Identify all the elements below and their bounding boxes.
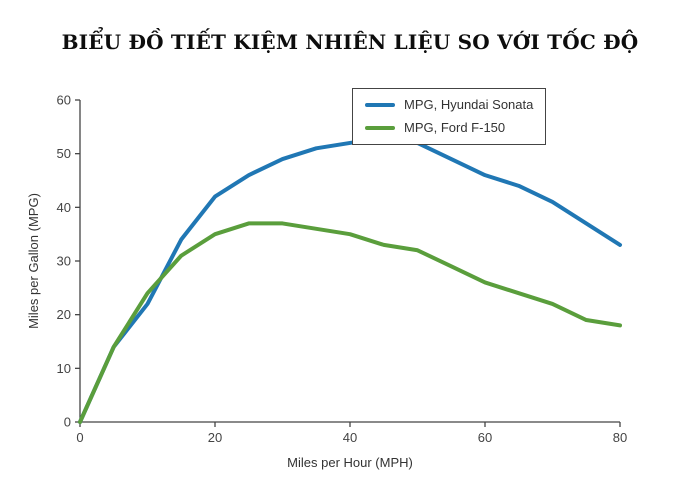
x-tick-label: 60 [478, 430, 492, 445]
y-tick-label: 50 [57, 146, 71, 161]
legend-swatch [365, 125, 395, 130]
legend-label: MPG, Hyundai Sonata [404, 97, 534, 112]
legend-entry-hyundai-sonata[interactable]: MPG, Hyundai Sonata [365, 97, 533, 112]
chart-title: BIỂU ĐỒ TIẾT KIỆM NHIÊN LIỆU SO VỚI TỐC … [61, 30, 639, 54]
y-tick-label: 40 [57, 200, 71, 215]
y-tick-label: 20 [57, 307, 71, 322]
x-tick-label: 80 [613, 430, 627, 445]
legend: MPG, Hyundai Sonata MPG, Ford F-150 [352, 88, 547, 145]
y-tick-label: 0 [64, 415, 71, 430]
y-tick-label: 60 [57, 93, 71, 108]
y-tick-label: 10 [57, 361, 71, 376]
x-tick-label: 0 [76, 430, 83, 445]
series-line-mpg-ford-f-150[interactable] [78, 221, 622, 424]
series-line-mpg-hyundai-sonata[interactable] [78, 135, 622, 424]
y-axis-title: Miles per Gallon (MPG) [26, 193, 41, 329]
x-tick-label: 40 [343, 430, 357, 445]
series-lines [78, 135, 622, 424]
x-axis-title: Miles per Hour (MPH) [287, 455, 413, 470]
axes: 0 20 40 60 80 0 10 20 30 40 50 60 [57, 93, 628, 446]
legend-entry-ford-f150[interactable]: MPG, Ford F-150 [365, 120, 533, 135]
legend-swatch [365, 102, 395, 107]
legend-label: MPG, Ford F-150 [404, 120, 506, 135]
x-tick-label: 20 [208, 430, 222, 445]
y-tick-label: 30 [57, 254, 71, 269]
